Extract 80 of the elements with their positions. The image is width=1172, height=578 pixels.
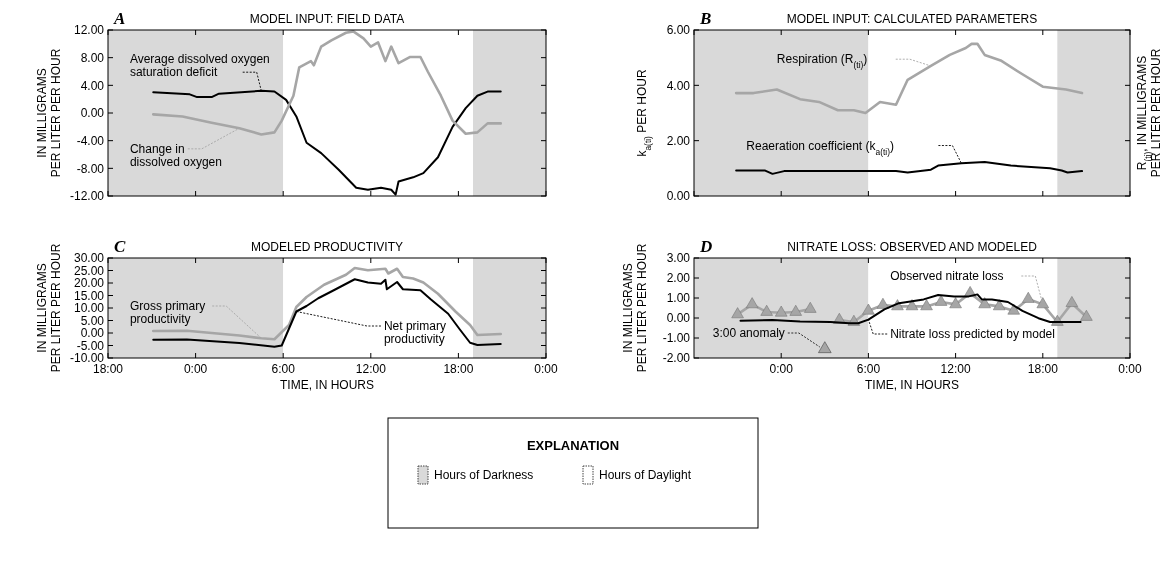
annotation: 3:00 anomaly [712, 326, 785, 340]
point [804, 301, 817, 313]
y-tick-label: -8.00 [76, 161, 105, 176]
y-tick-label: 8.00 [80, 50, 105, 65]
point [949, 297, 962, 309]
text: C [114, 237, 126, 256]
x-tick-label: 6:00 [271, 362, 296, 376]
y-tick-label: 12.00 [73, 23, 105, 38]
x-tick-label: 0:00 [769, 362, 794, 376]
point [862, 303, 875, 315]
point [731, 307, 744, 319]
point [934, 294, 948, 306]
text: D [699, 237, 713, 256]
x-tick-label: 0:00 [534, 362, 558, 376]
point [920, 299, 933, 311]
legend-label: Nitrate loss predicted by model [890, 327, 1055, 341]
point [760, 304, 773, 316]
x-tick-label: 12:00 [355, 362, 387, 376]
point [1080, 309, 1093, 321]
point [1022, 291, 1035, 303]
chart-title: MODEL INPUT: CALCULATED PARAMETERS [786, 12, 1038, 26]
y-tick-label: -5.00 [76, 338, 105, 353]
y-tick-label: 0.00 [666, 311, 691, 326]
series-label: Reaeration coefficient (k$_{a(ti)}$) [746, 138, 894, 157]
y-tick-label: 10.00 [73, 301, 105, 316]
series-label: Gross primary productivity [129, 299, 206, 326]
y-tick-label: 2.00 [666, 271, 691, 286]
point [1036, 297, 1049, 309]
y-tick-label: 6.00 [666, 23, 691, 38]
point [876, 297, 890, 309]
category-label: Hours of Darkness [434, 468, 534, 482]
y-tick-label: 30.00 [73, 251, 105, 266]
x-axis-title: TIME, IN HOURS [864, 378, 960, 392]
x-tick-label: 0:00 [183, 362, 208, 376]
y-tick-label: 0.00 [666, 189, 691, 204]
series-label: Average dissolved oxygen saturation deficit [129, 52, 270, 80]
y-tick-label: 25.00 [73, 263, 105, 278]
y-tick-label: 5.00 [80, 313, 105, 328]
y-tick-label: 4.00 [80, 78, 105, 93]
y-tick-label: -12.00 [69, 189, 105, 204]
chart-title: MODEL INPUT: FIELD DATA [249, 12, 405, 26]
series-label: Net primary productivity [383, 319, 446, 346]
point [978, 297, 991, 309]
point [745, 297, 759, 309]
y-tick-label: 15.00 [73, 288, 105, 303]
x-tick-label: 6:00 [856, 362, 881, 376]
series-label: Observed nitrate loss [890, 269, 1004, 283]
point [993, 299, 1006, 311]
series-label: Change in dissolved oxygen [129, 141, 222, 169]
point [789, 304, 802, 316]
point [1065, 296, 1079, 307]
x-tick-label: 12:00 [940, 362, 971, 376]
y-axis-title: IN MILLIGRAMS PER LITER PER HOUR [35, 243, 63, 373]
y-tick-label: 20.00 [73, 276, 105, 291]
x-tick-label: 18:00 [1027, 362, 1059, 376]
text: A [113, 9, 126, 28]
y-tick-label: 1.00 [666, 291, 691, 306]
point [775, 305, 788, 317]
y-axis-title: IN MILLIGRAMS PER LITER PER HOUR [621, 243, 649, 373]
y-axis-title: IN MILLIGRAMS PER LITER PER HOUR [35, 48, 63, 178]
point [1007, 303, 1020, 315]
chart-title: NITRATE LOSS: OBSERVED AND MODELED [787, 240, 1038, 254]
y-tick-label: 2.00 [666, 133, 691, 148]
y-tick-label: -4.00 [76, 133, 105, 148]
y-tick-label: 3.00 [666, 251, 691, 266]
y-tick-label: -1.00 [662, 331, 691, 346]
x-tick-label: 0:00 [1118, 362, 1142, 376]
legend-label: Respiration (R$_{(ti)}$) [776, 52, 868, 71]
y-tick-label: 0.00 [80, 326, 105, 341]
point [905, 299, 919, 311]
y-tick-label: -2.00 [662, 351, 691, 366]
category-label: Hours of Daylight [599, 468, 692, 482]
text: EXPLANATION [526, 438, 620, 453]
x-tick-label: 18:00 [92, 362, 124, 376]
y-tick-label: 0.00 [80, 106, 105, 121]
x-axis-title: TIME, IN HOURS [279, 378, 375, 392]
chart-title: MODELED PRODUCTIVITY [250, 240, 404, 254]
text: B [699, 9, 712, 28]
y-tick-label: 4.00 [666, 78, 691, 93]
x-tick-label: 18:00 [443, 362, 474, 376]
